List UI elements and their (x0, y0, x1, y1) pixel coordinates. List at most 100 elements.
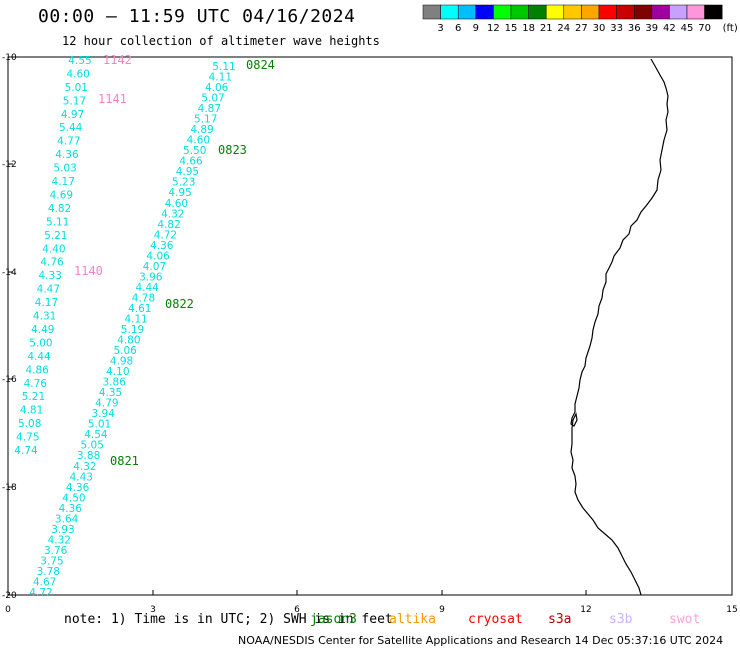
wave-height-value: 4.33 (39, 270, 62, 282)
colorbar-label: 70 (698, 23, 711, 34)
wave-height-value: 4.81 (20, 405, 43, 417)
y-tick-label: -16 (2, 375, 17, 385)
wave-height-value: 4.66 (179, 156, 203, 168)
wave-height-value: 4.54 (84, 429, 108, 441)
colorbar-label: 21 (540, 23, 553, 34)
page-subtitle: 12 hour collection of altimeter wave hei… (62, 34, 380, 48)
wave-height-value: 4.32 (73, 461, 96, 473)
colorbar-label: 39 (645, 23, 658, 34)
wave-height-value: 4.72 (29, 587, 52, 599)
colorbar-label: 9 (473, 23, 479, 34)
colorbar-label: 36 (628, 23, 641, 34)
wave-height-value: 4.44 (27, 351, 51, 363)
wave-height-value: 5.44 (59, 122, 83, 134)
colorbar-swatch (704, 4, 723, 20)
satellite-legend-altika: altika (389, 612, 436, 627)
wave-height-value: 3.94 (92, 408, 116, 420)
colorbar-label: 30 (593, 23, 606, 34)
colorbar-label: 12 (487, 23, 500, 34)
wave-height-value: 5.00 (29, 337, 52, 349)
x-tick-label: 6 (294, 605, 300, 615)
colorbar-label: 15 (505, 23, 518, 34)
colorbar-label: 3 (437, 23, 443, 34)
y-tick-label: -10 (2, 53, 17, 63)
color-legend: 3 6 9 12 15 18 21 24 27 30 33 36 39 42 45 70 (ft) (422, 4, 738, 34)
satellite-legend-cryosat: cryosat (468, 612, 523, 627)
wave-height-value: 4.35 (99, 387, 122, 399)
wave-height-value: 4.11 (124, 313, 147, 325)
y-tick-label: -14 (2, 268, 17, 278)
wave-height-value: 5.03 (53, 163, 76, 175)
wave-height-value: 5.01 (65, 82, 88, 94)
wave-height-value: 5.19 (121, 324, 144, 336)
wave-height-value: 3.76 (44, 545, 68, 557)
wave-height-value: 4.82 (157, 219, 180, 231)
footnote: note: 1) Time is in UTC; 2) SWH is in fe… (64, 612, 393, 627)
y-tick-label: -18 (2, 483, 17, 493)
satellite-legend-swot: swot (669, 612, 701, 627)
wave-height-value: 4.61 (128, 303, 151, 315)
time-label: 1140 (74, 264, 103, 278)
time-label: 1142 (103, 53, 132, 67)
wave-height-value: 5.08 (18, 418, 41, 430)
wave-height-value: 4.79 (95, 398, 118, 410)
wave-height-value: 4.07 (143, 261, 166, 273)
wave-height-value: 4.72 (154, 229, 177, 241)
colorbar-label: 42 (663, 23, 676, 34)
colorbar-label: 6 (455, 23, 461, 34)
wave-height-value: 4.36 (59, 503, 83, 515)
wave-height-value: 5.11 (212, 61, 235, 73)
wave-height-value: 5.21 (44, 230, 67, 242)
wave-height-value: 4.97 (61, 109, 84, 121)
wave-height-value: 5.07 (201, 93, 224, 105)
wave-height-value: 3.93 (51, 524, 74, 536)
wave-height-value: 5.50 (183, 145, 206, 157)
wave-height-value: 4.06 (146, 250, 170, 262)
y-tick-label: -12 (2, 160, 17, 170)
colorbar-label: 18 (522, 23, 535, 34)
wave-height-value: 3.88 (77, 450, 100, 462)
wave-height-value: 4.50 (62, 492, 85, 504)
wave-height-value: 4.74 (14, 445, 38, 457)
page-title: 00:00 – 11:59 UTC 04/16/2024 (38, 6, 356, 27)
wave-height-value: 4.69 (50, 189, 73, 201)
wave-height-value: 4.82 (48, 203, 71, 215)
wave-height-value: 5.17 (194, 114, 217, 126)
wave-height-value: 4.86 (25, 364, 49, 376)
wave-height-value: 4.77 (57, 136, 80, 148)
wave-height-value: 4.17 (52, 176, 75, 188)
wave-height-value: 4.87 (198, 103, 221, 115)
wave-height-value: 3.75 (40, 555, 63, 567)
wave-height-value: 4.80 (117, 335, 140, 347)
colorbar-label: 24 (557, 23, 570, 34)
wave-height-value: 4.60 (66, 68, 89, 80)
wave-height-value: 5.17 (63, 95, 86, 107)
wave-height-value: 5.21 (22, 391, 45, 403)
wave-height-value: 4.60 (187, 135, 210, 147)
wave-height-value: 5.11 (46, 216, 69, 228)
wave-height-value: 4.11 (209, 72, 232, 84)
wave-height-value: 4.31 (33, 311, 56, 323)
time-label: 0822 (165, 297, 194, 311)
time-label: 1141 (98, 92, 127, 106)
wave-height-value: 4.89 (190, 124, 213, 136)
time-label: 0823 (218, 143, 247, 157)
wave-height-value: 4.43 (70, 471, 93, 483)
wave-height-value: 4.36 (66, 482, 90, 494)
wave-height-value: 4.55 (68, 55, 91, 67)
map-frame (7, 56, 733, 596)
wave-height-value: 3.78 (37, 566, 60, 578)
wave-height-value: 4.44 (135, 282, 159, 294)
x-tick-label: 3 (150, 605, 156, 615)
credit-line: NOAA/NESDIS Center for Satellite Applica… (238, 634, 724, 647)
wave-height-value: 4.76 (40, 257, 64, 269)
colorbar-unit: (ft) (723, 23, 738, 34)
wave-height-value: 5.01 (88, 419, 111, 431)
wave-height-value: 4.47 (37, 284, 60, 296)
y-tick-label: -20 (2, 591, 17, 601)
wave-height-value: 4.98 (110, 356, 133, 368)
x-tick-label: 12 (580, 605, 591, 615)
satellite-legend-jason3: jason3 (310, 612, 357, 627)
wave-height-value: 5.05 (81, 440, 104, 452)
